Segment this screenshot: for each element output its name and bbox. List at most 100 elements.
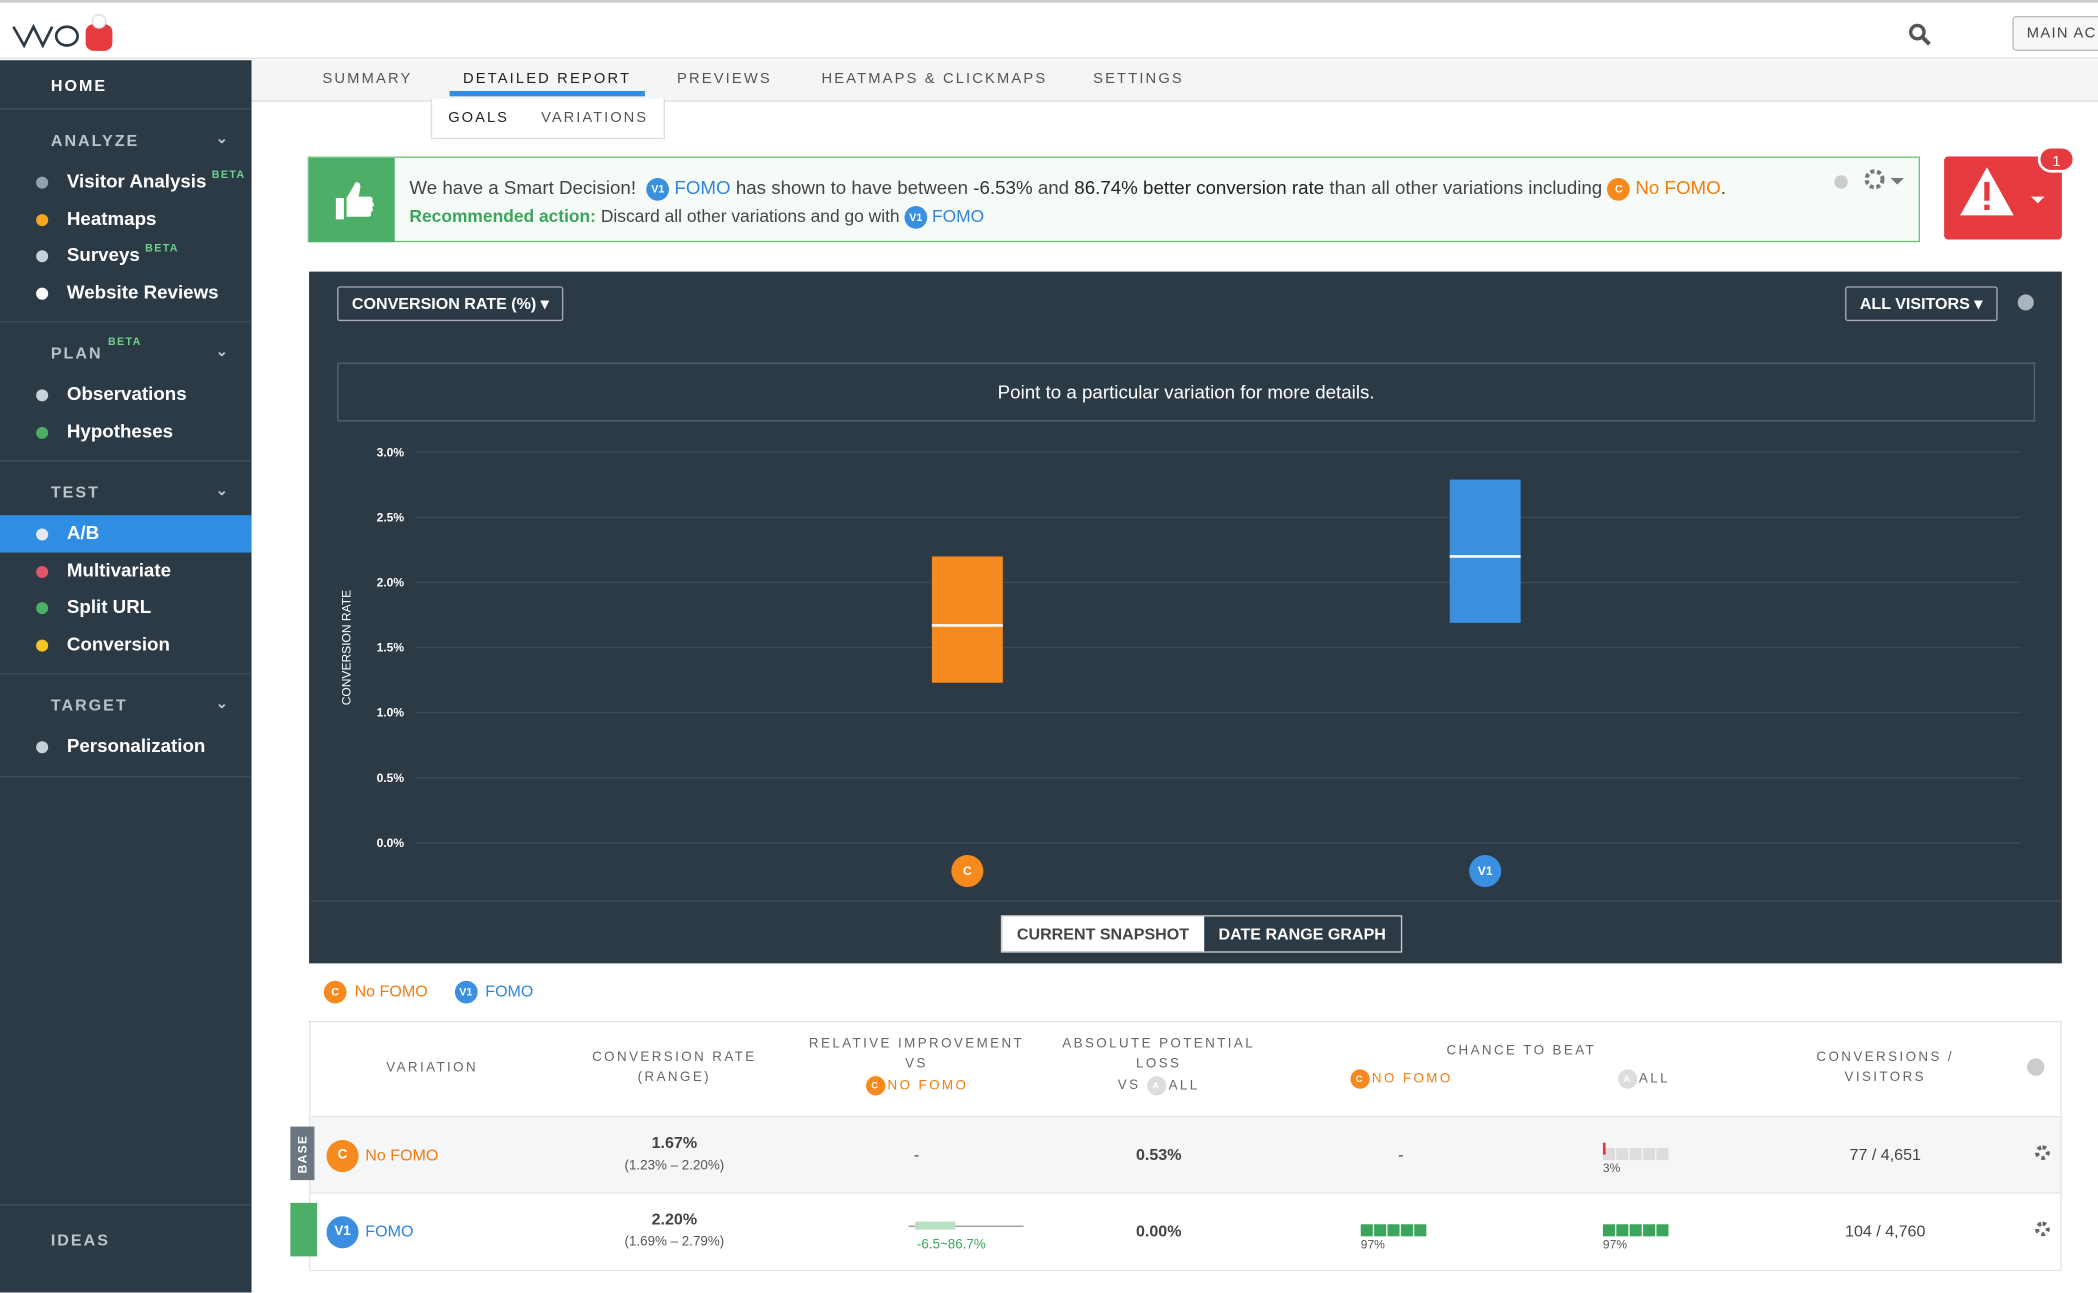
nav-item[interactable]: Observations bbox=[0, 376, 252, 413]
header-chance-base: C NO FOMO bbox=[1321, 1068, 1482, 1091]
account-button[interactable]: MAIN AC bbox=[2012, 16, 2098, 51]
nav-item[interactable]: Heatmaps bbox=[0, 200, 252, 237]
nav-item[interactable]: Visitor Analysis BETA bbox=[0, 163, 252, 200]
improvement: - bbox=[913, 1145, 920, 1165]
square bbox=[1629, 1224, 1642, 1237]
search-icon[interactable] bbox=[1908, 23, 1932, 47]
nav-item[interactable]: Website Reviews bbox=[0, 274, 252, 311]
thumbs-up-icon bbox=[309, 157, 395, 243]
row-settings[interactable] bbox=[2035, 1221, 2050, 1237]
variation-badge-label: V1 bbox=[1478, 864, 1493, 878]
header-text: CONVERSION RATE bbox=[592, 1050, 757, 1066]
row-settings[interactable] bbox=[2035, 1145, 2050, 1161]
square bbox=[1360, 1224, 1373, 1237]
chance-all-squares bbox=[1602, 1219, 1670, 1243]
header-text: ALL bbox=[1638, 1071, 1670, 1087]
decision-text: We have a Smart Decision! V1 FOMO has sh… bbox=[409, 177, 1726, 201]
tab[interactable]: SUMMARY bbox=[322, 70, 413, 87]
nav-item[interactable]: A/B bbox=[0, 515, 252, 552]
chevron: ⌄ bbox=[215, 483, 231, 500]
nav-icon bbox=[36, 602, 49, 615]
nav-section[interactable]: TARGET ⌄ bbox=[0, 682, 252, 727]
results-table: VARIATION CONVERSION RATE (RANGE) RELATIVE … bbox=[290, 1020, 2062, 1272]
section-title: TEST bbox=[50, 483, 100, 502]
nav-item[interactable]: Multivariate bbox=[0, 552, 252, 589]
rate: 2.20% bbox=[651, 1209, 698, 1229]
metric-dropdown[interactable]: CONVERSION RATE (%) ▾ bbox=[337, 286, 564, 322]
table-row bbox=[310, 1115, 2061, 1194]
separator bbox=[0, 321, 252, 323]
settings-icon[interactable] bbox=[1832, 169, 1912, 196]
header-conversions: CONVERSIONS / VISITORS bbox=[1785, 1048, 1986, 1088]
y-tick-label: 1.5% bbox=[377, 641, 405, 655]
help-icon[interactable] bbox=[2016, 293, 2035, 312]
square bbox=[1643, 1148, 1656, 1161]
alert-button[interactable] bbox=[1944, 156, 2062, 240]
square bbox=[1602, 1148, 1615, 1161]
chance-marker bbox=[1602, 1142, 1606, 1155]
tab[interactable]: HEATMAPS & CLICKMAPS bbox=[821, 70, 1048, 87]
nav-item[interactable]: Surveys BETA bbox=[0, 237, 252, 274]
toggle-option[interactable]: DATE RANGE GRAPH bbox=[1218, 924, 1386, 944]
header-text: CHANCE TO BEAT bbox=[1446, 1043, 1597, 1059]
nav-icon bbox=[36, 426, 49, 439]
separator bbox=[0, 775, 252, 777]
logo bbox=[12, 14, 113, 51]
nav-label: Hypotheses bbox=[66, 419, 174, 441]
variation-name: FOMO bbox=[365, 1221, 414, 1241]
improvement-range bbox=[915, 1221, 956, 1230]
nav-label: A/B bbox=[66, 521, 100, 544]
chevron: ⌄ bbox=[215, 343, 231, 360]
nav-item[interactable]: Hypotheses bbox=[0, 413, 252, 450]
header-chance-all: A ALL bbox=[1590, 1068, 1697, 1091]
square bbox=[1387, 1224, 1400, 1237]
beta-badge: BETA bbox=[107, 335, 142, 348]
segment-dropdown[interactable]: ALL VISITORS ▾ bbox=[1845, 286, 1998, 322]
y-tick-label: 2.5% bbox=[377, 510, 405, 524]
nav-item[interactable]: Split URL bbox=[0, 589, 252, 626]
smart-decision: We have a Smart Decision! V1 FOMO has sh… bbox=[307, 156, 1921, 243]
chance-all: 97% bbox=[1602, 1237, 1628, 1252]
nav-item[interactable]: Personalization bbox=[0, 728, 252, 765]
square bbox=[1602, 1224, 1615, 1237]
tab[interactable]: SETTINGS bbox=[1093, 70, 1184, 87]
square bbox=[1616, 1224, 1629, 1237]
tab[interactable]: PREVIEWS bbox=[677, 70, 772, 87]
chance-all: 3% bbox=[1602, 1161, 1621, 1175]
section-title: TARGET bbox=[50, 695, 128, 715]
nav-item[interactable]: Conversion bbox=[0, 626, 252, 663]
nav-section[interactable]: PLAN BETA ⌄ bbox=[0, 330, 252, 375]
header-text: NO FOMO bbox=[887, 1078, 969, 1094]
chart-hint: Point to a particular variation for more… bbox=[337, 362, 2036, 422]
tab[interactable]: DETAILED REPORT bbox=[449, 71, 645, 97]
chance-base: - bbox=[1398, 1145, 1404, 1165]
chance-base: 97% bbox=[1360, 1237, 1385, 1252]
nav-ideas[interactable]: IDEAS bbox=[50, 1230, 110, 1250]
separator bbox=[0, 1204, 252, 1206]
rate-range: (1.69% – 2.79%) bbox=[624, 1234, 725, 1250]
square bbox=[1616, 1148, 1629, 1161]
variation-name: No FOMO bbox=[365, 1145, 439, 1165]
nav-home[interactable]: HOME bbox=[50, 76, 108, 95]
separator bbox=[0, 108, 252, 110]
square bbox=[1656, 1224, 1669, 1237]
beta-badge: BETA bbox=[211, 168, 246, 181]
square bbox=[1400, 1224, 1413, 1237]
legend-label: FOMO bbox=[485, 981, 534, 1001]
header-base: C NO FOMO bbox=[796, 1074, 1037, 1097]
nav-label: Personalization bbox=[66, 734, 206, 756]
nav-section[interactable]: ANALYZE ⌄ bbox=[0, 118, 252, 163]
y-tick-label: 1.0% bbox=[377, 706, 405, 720]
header-text: NO FOMO bbox=[1371, 1071, 1453, 1087]
sub-tab[interactable]: VARIATIONS bbox=[541, 109, 649, 126]
toggle-option[interactable]: CURRENT SNAPSHOT bbox=[1002, 916, 1204, 952]
sidebar: HOME ANALYZE ⌄ Visitor Analysis BETA Heatmaps… bbox=[0, 60, 252, 1293]
chevron: ⌄ bbox=[215, 695, 231, 712]
chart: 0.0% 0.5% 1.0% 1.5% 2.0% 2.5% 3.0% CONVERSION R… bbox=[340, 445, 2021, 888]
help-icon[interactable] bbox=[2027, 1058, 2045, 1076]
nav-section[interactable]: TEST ⌄ bbox=[0, 470, 252, 515]
sub-tab[interactable]: GOALS bbox=[448, 109, 509, 126]
variation-badge bbox=[1469, 854, 1502, 888]
tab-bar: SUMMARY DETAILED REPORT PREVIEWS HEATMAPS &… bbox=[251, 60, 2098, 102]
